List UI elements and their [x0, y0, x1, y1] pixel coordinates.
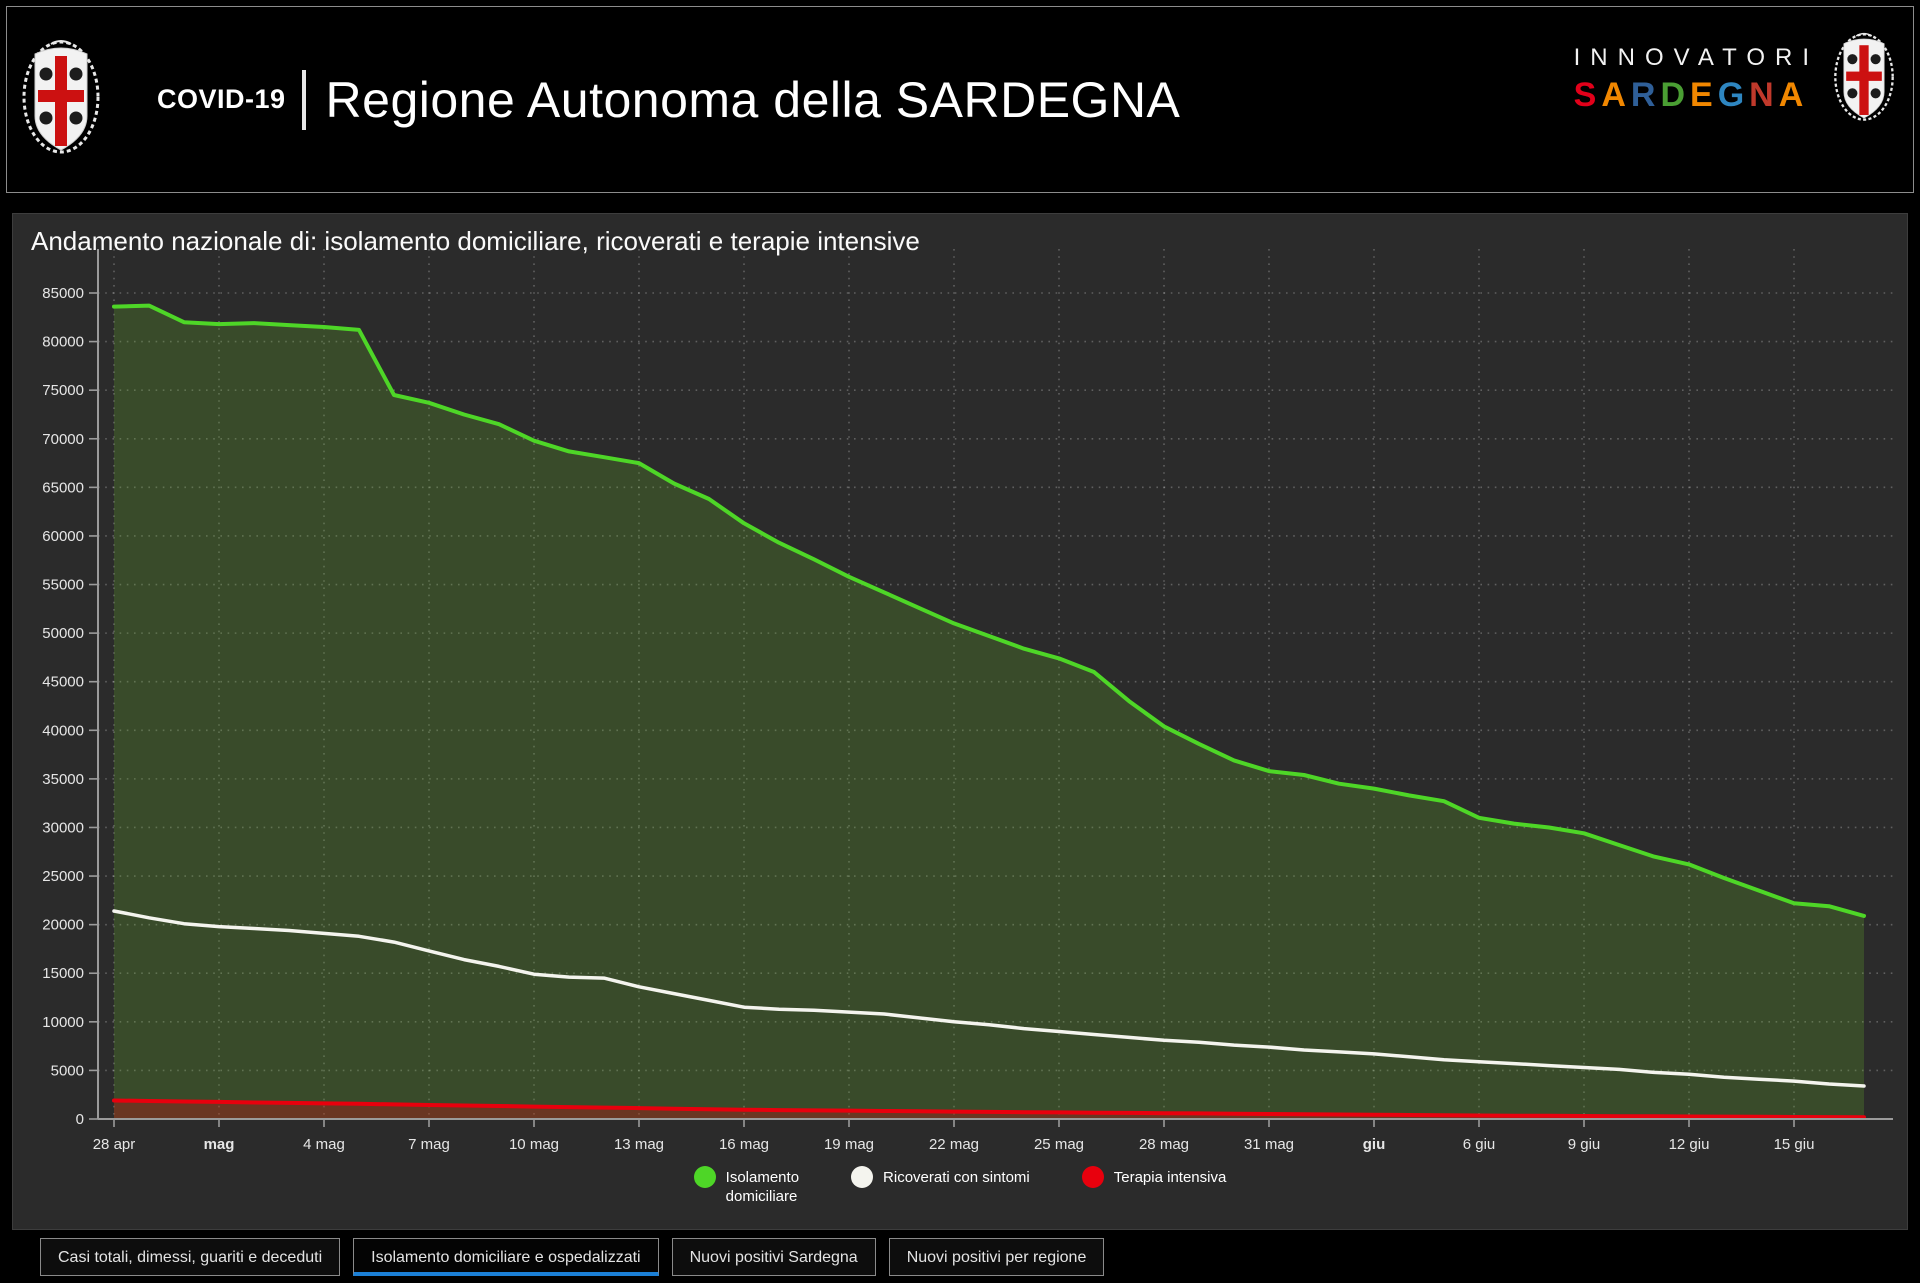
header: COVID-19 Regione Autonoma della SARDEGNA…: [6, 6, 1914, 193]
series-area: [114, 305, 1864, 1120]
y-tick-label: 25000: [42, 868, 84, 885]
x-tick-label: 28 mag: [1139, 1136, 1189, 1153]
legend-label: Ricoverati con sintomi: [883, 1169, 1030, 1186]
y-tick-label: 15000: [42, 965, 84, 982]
brand-letter: D: [1660, 76, 1691, 114]
legend-item[interactable]: Isolamento domiciliare: [693, 1166, 800, 1206]
series-area: [114, 1100, 1864, 1119]
y-tick-label: 75000: [42, 382, 84, 399]
y-tick-label: 5000: [51, 1062, 84, 1079]
x-tick-label: 7 mag: [408, 1136, 450, 1153]
legend-label: Terapia intensiva: [1113, 1169, 1227, 1186]
y-tick-label: 65000: [42, 479, 84, 496]
y-tick-label: 60000: [42, 528, 84, 545]
x-tick-label: 16 mag: [719, 1136, 769, 1153]
trend-chart-svg[interactable]: 0 5000 10000 15000 20000 25000 30000 35000 40000…: [13, 214, 1909, 1231]
title-separator: [301, 69, 306, 130]
x-tick-label: 22 mag: [929, 1136, 979, 1153]
x-tick-label: 13 mag: [614, 1136, 664, 1153]
sardinia-crest-small-icon: [1833, 31, 1895, 128]
brand-letter: S: [1573, 76, 1602, 114]
legend-label: Isolamento domiciliare: [725, 1169, 800, 1205]
brand-letter: E: [1690, 76, 1718, 114]
tab-nuovi-positivi-sardegna[interactable]: Nuovi positivi Sardegna: [671, 1238, 876, 1276]
brand-letter: R: [1630, 76, 1661, 114]
app-name: COVID-19: [157, 84, 286, 114]
series-line: [112, 303, 1866, 918]
x-tick-label: 25 mag: [1034, 1136, 1084, 1153]
x-tick-label: 15 giu: [1774, 1136, 1815, 1153]
brand-letter: N: [1749, 76, 1779, 114]
y-tick-label: 10000: [42, 1014, 84, 1031]
tab-nuovi-positivi-per-regione[interactable]: Nuovi positivi per regione: [888, 1238, 1105, 1276]
y-tick-label: 55000: [42, 577, 84, 594]
y-tick-label: 35000: [42, 771, 84, 788]
x-tick-label: giu: [1363, 1136, 1386, 1153]
x-tick-label: 9 giu: [1568, 1136, 1601, 1153]
brand-letter: A: [1601, 76, 1631, 114]
tab-casi-totali-dimessi-guariti-e-deceduti[interactable]: Casi totali, dimessi, guariti e deceduti: [40, 1238, 341, 1276]
y-tick-label: 70000: [42, 431, 84, 448]
chart-panel: Andamento nazionale di: isolamento domic…: [12, 213, 1908, 1230]
x-tick-label: 31 mag: [1244, 1136, 1294, 1153]
view-tabbar: Casi totali, dimessi, guariti e deceduti…: [40, 1238, 1105, 1276]
series-line: [112, 1098, 1866, 1120]
brand-line1: INNOVATORI: [1573, 44, 1819, 71]
x-tick-label: 19 mag: [824, 1136, 874, 1153]
legend-dot-icon: [1081, 1166, 1104, 1188]
x-tick-label: mag: [204, 1136, 235, 1153]
legend-item[interactable]: Ricoverati con sintomi: [851, 1166, 1030, 1188]
tab-isolamento-domiciliare-e-ospedalizzati[interactable]: Isolamento domiciliare e ospedalizzati: [353, 1238, 659, 1276]
legend-dot-icon: [851, 1166, 874, 1188]
brand-letter: A: [1778, 76, 1809, 114]
x-tick-label: 6 giu: [1463, 1136, 1496, 1153]
chart-legend: Isolamento domiciliare Ricoverati con sint…: [13, 1166, 1907, 1206]
chart-title: Andamento nazionale di: isolamento domic…: [31, 226, 920, 256]
x-tick-label: 10 mag: [509, 1136, 559, 1153]
y-tick-label: 80000: [42, 334, 84, 351]
y-tick-label: 40000: [42, 722, 84, 739]
brand-line2: SARDEGNA: [1574, 76, 1809, 115]
series-line: [112, 909, 1866, 1088]
legend-dot-icon: [693, 1166, 716, 1188]
x-tick-label: 4 mag: [303, 1136, 345, 1153]
innovatori-sardegna-logo: INNOVATORI SARDEGNA: [1574, 31, 1895, 128]
trend-chart[interactable]: 0 5000 10000 15000 20000 25000 30000 35000 40000…: [13, 214, 1909, 1231]
y-tick-label: 20000: [42, 917, 84, 934]
y-tick-label: 85000: [42, 285, 84, 302]
page-title: Regione Autonoma della SARDEGNA: [325, 71, 1181, 128]
y-tick-label: 45000: [42, 674, 84, 691]
x-tick-label: 28 apr: [93, 1136, 136, 1153]
brand-letter: G: [1717, 76, 1750, 114]
y-tick-label: 0: [76, 1111, 84, 1128]
y-tick-label: 50000: [42, 625, 84, 642]
sardinia-crest-icon: [21, 38, 101, 161]
legend-item[interactable]: Terapia intensiva: [1081, 1166, 1227, 1188]
x-tick-label: 12 giu: [1669, 1136, 1710, 1153]
y-tick-label: 30000: [42, 819, 84, 836]
